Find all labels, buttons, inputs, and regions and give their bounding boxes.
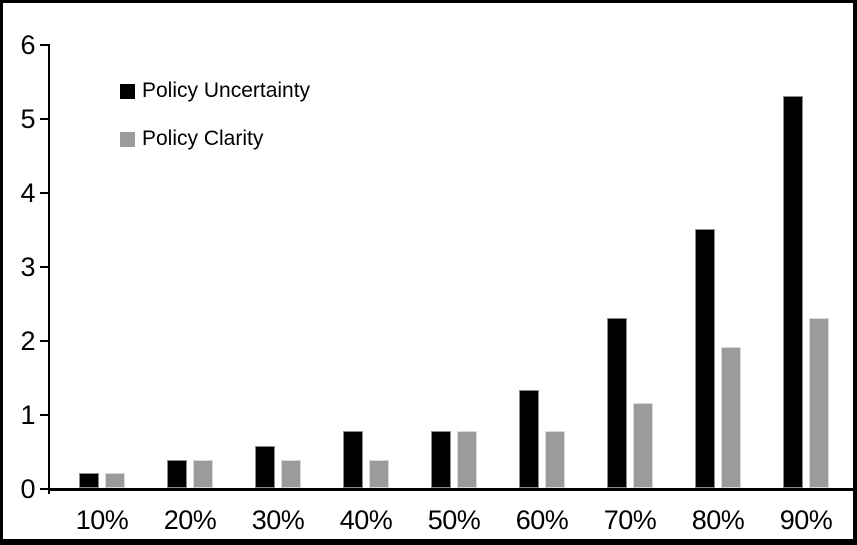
y-tick-label-6: 6 — [20, 30, 35, 60]
y-tick-1 — [40, 414, 49, 416]
bar-policy-uncertainty-90% — [783, 96, 803, 488]
y-tick-label-0: 0 — [20, 474, 35, 504]
bar-policy-uncertainty-80% — [695, 229, 715, 488]
legend-swatch-policy-uncertainty — [120, 83, 135, 99]
legend-item-policy-clarity: Policy Clarity — [120, 125, 310, 153]
bar-group-60% — [498, 44, 586, 488]
bar-policy-clarity-80% — [721, 347, 741, 488]
bar-group-80% — [674, 44, 762, 488]
bar-policy-uncertainty-30% — [255, 446, 275, 488]
bar-group-40% — [322, 44, 410, 488]
y-tick-0 — [40, 488, 49, 490]
bar-policy-clarity-70% — [633, 403, 653, 488]
bar-policy-clarity-50% — [457, 431, 477, 488]
y-tick-label-3: 3 — [20, 252, 35, 282]
y-axis-line — [48, 44, 50, 494]
legend-swatch-policy-clarity — [120, 131, 135, 147]
legend-label-policy-uncertainty: Policy Uncertainty — [142, 79, 311, 102]
bar-policy-uncertainty-70% — [607, 318, 627, 488]
chart-legend: Policy Uncertainty Policy Clarity — [120, 77, 310, 153]
bar-group-90% — [762, 44, 850, 488]
bar-policy-clarity-40% — [369, 460, 389, 488]
y-tick-5 — [40, 118, 49, 120]
y-tick-label-5: 5 — [20, 104, 35, 134]
legend-label-policy-clarity: Policy Clarity — [142, 127, 264, 150]
x-tick-label-10%: 10% — [75, 505, 129, 535]
x-tick-label-20%: 20% — [163, 505, 217, 535]
bar-group-30% — [234, 44, 322, 488]
y-tick-label-4: 4 — [20, 178, 35, 208]
bar-policy-clarity-10% — [105, 473, 125, 488]
bar-policy-uncertainty-40% — [343, 431, 363, 488]
x-tick-label-60%: 60% — [515, 505, 569, 535]
x-tick-label-90%: 90% — [779, 505, 833, 535]
x-tick-label-50%: 50% — [427, 505, 481, 535]
bar-policy-uncertainty-10% — [79, 473, 99, 488]
bar-group-70% — [586, 44, 674, 488]
y-tick-6 — [40, 44, 49, 46]
bar-group-10% — [58, 44, 146, 488]
y-tick-2 — [40, 340, 49, 342]
bar-policy-uncertainty-20% — [167, 460, 187, 488]
y-tick-3 — [40, 266, 49, 268]
x-tick-label-70%: 70% — [603, 505, 657, 535]
bar-policy-clarity-90% — [809, 318, 829, 488]
y-tick-4 — [40, 192, 49, 194]
bar-policy-clarity-30% — [281, 460, 301, 488]
bar-group-20% — [146, 44, 234, 488]
x-tick-label-40%: 40% — [339, 505, 393, 535]
x-tick-label-30%: 30% — [251, 505, 305, 535]
y-tick-label-1: 1 — [20, 400, 35, 430]
bar-group-50% — [410, 44, 498, 488]
bar-policy-uncertainty-50% — [431, 431, 451, 488]
bar-policy-uncertainty-60% — [519, 390, 539, 488]
x-tick-label-80%: 80% — [691, 505, 745, 535]
bar-policy-clarity-60% — [545, 431, 565, 488]
y-tick-label-2: 2 — [20, 326, 35, 356]
legend-item-policy-uncertainty: Policy Uncertainty — [120, 77, 310, 105]
bar-policy-clarity-20% — [193, 460, 213, 488]
x-axis-line — [48, 488, 853, 491]
